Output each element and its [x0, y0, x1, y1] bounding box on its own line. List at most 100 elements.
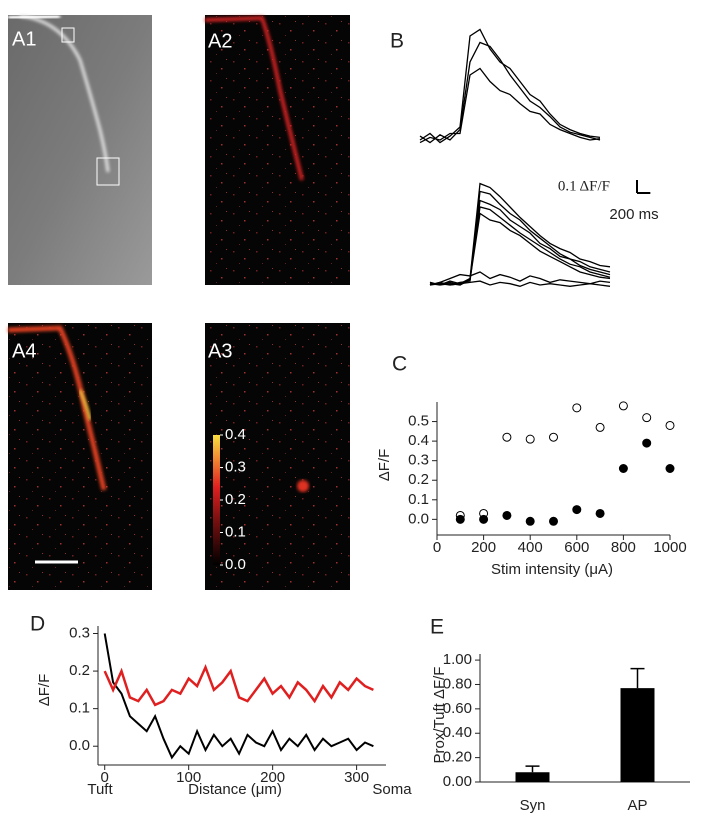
trace [429, 182, 611, 286]
image-a2: A2 [204, 15, 350, 285]
trace [419, 28, 601, 144]
trace [429, 212, 611, 286]
trace [429, 280, 611, 287]
panel-label: D [30, 613, 45, 636]
panel-label: C [392, 353, 407, 376]
point [665, 420, 675, 430]
point [642, 438, 652, 448]
roi-box [61, 27, 75, 43]
point [618, 464, 628, 473]
y-axis-label: Prox/Tuft ΔF/F [431, 667, 448, 764]
point [572, 505, 582, 515]
x-start-label: Tuft [87, 781, 113, 798]
y-tick-label: 0.0 [69, 737, 90, 754]
y-tick-label: 0.20 [443, 749, 472, 766]
trace [429, 271, 611, 286]
roi-signal [297, 480, 309, 492]
y-tick-label: 0.60 [443, 700, 472, 717]
scale-bar-label: 0.1 ΔF/F [558, 178, 610, 194]
y-tick-label: 0.00 [443, 773, 472, 790]
point [455, 514, 465, 524]
line [103, 633, 374, 760]
point [595, 422, 605, 432]
x-tick-label: 100 [176, 769, 201, 786]
x-tick-label: 1000 [653, 539, 686, 556]
point [549, 432, 558, 442]
x-axis-label: Distance (μm) [188, 781, 282, 798]
soma-region [7, 13, 61, 21]
point [549, 516, 558, 526]
point [525, 516, 535, 526]
colorbar-tick-label: 0.2 [225, 491, 246, 508]
y-tick-label: 0.80 [443, 675, 472, 692]
trace [429, 199, 611, 286]
y-tick-label: 0.1 [69, 700, 90, 717]
y-axis-label: ΔF/F [376, 449, 393, 482]
x-axis-label: Stim intensity (μA) [491, 561, 613, 578]
trace [419, 41, 601, 144]
dendrite-hot [78, 389, 92, 421]
image-a1: A1 [7, 13, 152, 285]
colorbar [213, 435, 220, 565]
y-tick-label: 0.5 [408, 413, 429, 430]
x-tick-label: 0 [433, 539, 441, 556]
x-tick-label: Syn [520, 797, 546, 814]
y-tick-label: 0.0 [408, 510, 429, 527]
y-tick-label: 0.4 [408, 432, 429, 449]
y-tick-label: 0.1 [408, 491, 429, 508]
point [479, 514, 489, 524]
x-tick-label: 600 [564, 539, 589, 556]
image-a3: A3 [205, 323, 350, 590]
y-axis-label: ΔF/F [36, 674, 53, 707]
point [642, 413, 652, 423]
dendrite [204, 15, 304, 181]
y-tick-label: 0.40 [443, 724, 472, 741]
image-a4: A4 [7, 323, 152, 590]
x-tick-label: 800 [611, 539, 636, 556]
trace [429, 206, 611, 286]
bar [515, 772, 550, 782]
y-tick-label: 0.2 [69, 662, 90, 679]
image [8, 15, 152, 285]
dendrite [19, 14, 110, 173]
image-noise [8, 323, 152, 590]
colorbar-tick-label: 0.4 [225, 426, 246, 443]
colorbar-tick-label: 0.1 [225, 523, 246, 540]
x-end-label: Soma [372, 781, 412, 798]
error-bar [525, 765, 540, 773]
x-tick-label: 300 [344, 769, 369, 786]
line [103, 663, 374, 707]
panel-label: E [430, 616, 444, 639]
error-bar [630, 667, 645, 689]
image-label: A3 [208, 340, 232, 362]
y-tick-label: 1.00 [443, 651, 472, 668]
y-tick-label: 0.3 [408, 452, 429, 469]
y-tick-label: 0.2 [408, 471, 429, 488]
trace [419, 67, 601, 144]
point [618, 401, 628, 411]
roi-box [96, 157, 120, 186]
point [572, 403, 582, 413]
image-label: A4 [12, 340, 36, 362]
x-tick-label: 0 [101, 769, 109, 786]
image-label: A2 [208, 30, 232, 52]
point [502, 510, 512, 520]
x-tick-label: AP [627, 797, 647, 814]
image-label: A1 [12, 28, 36, 50]
y-tick-label: 0.3 [69, 624, 90, 641]
point [525, 434, 535, 444]
point [665, 464, 675, 473]
bar [620, 688, 655, 782]
x-tick-label: 200 [471, 539, 496, 556]
x-tick-label: 400 [518, 539, 543, 556]
image-noise [205, 323, 350, 590]
image-noise [205, 15, 350, 285]
x-tick-label: 200 [260, 769, 285, 786]
scale-bar-label: 200 ms [609, 206, 658, 223]
panel-label: B [390, 30, 404, 53]
point [502, 432, 512, 442]
dendrite [7, 325, 107, 491]
point [595, 508, 605, 518]
colorbar-tick-label: 0.3 [225, 458, 246, 475]
